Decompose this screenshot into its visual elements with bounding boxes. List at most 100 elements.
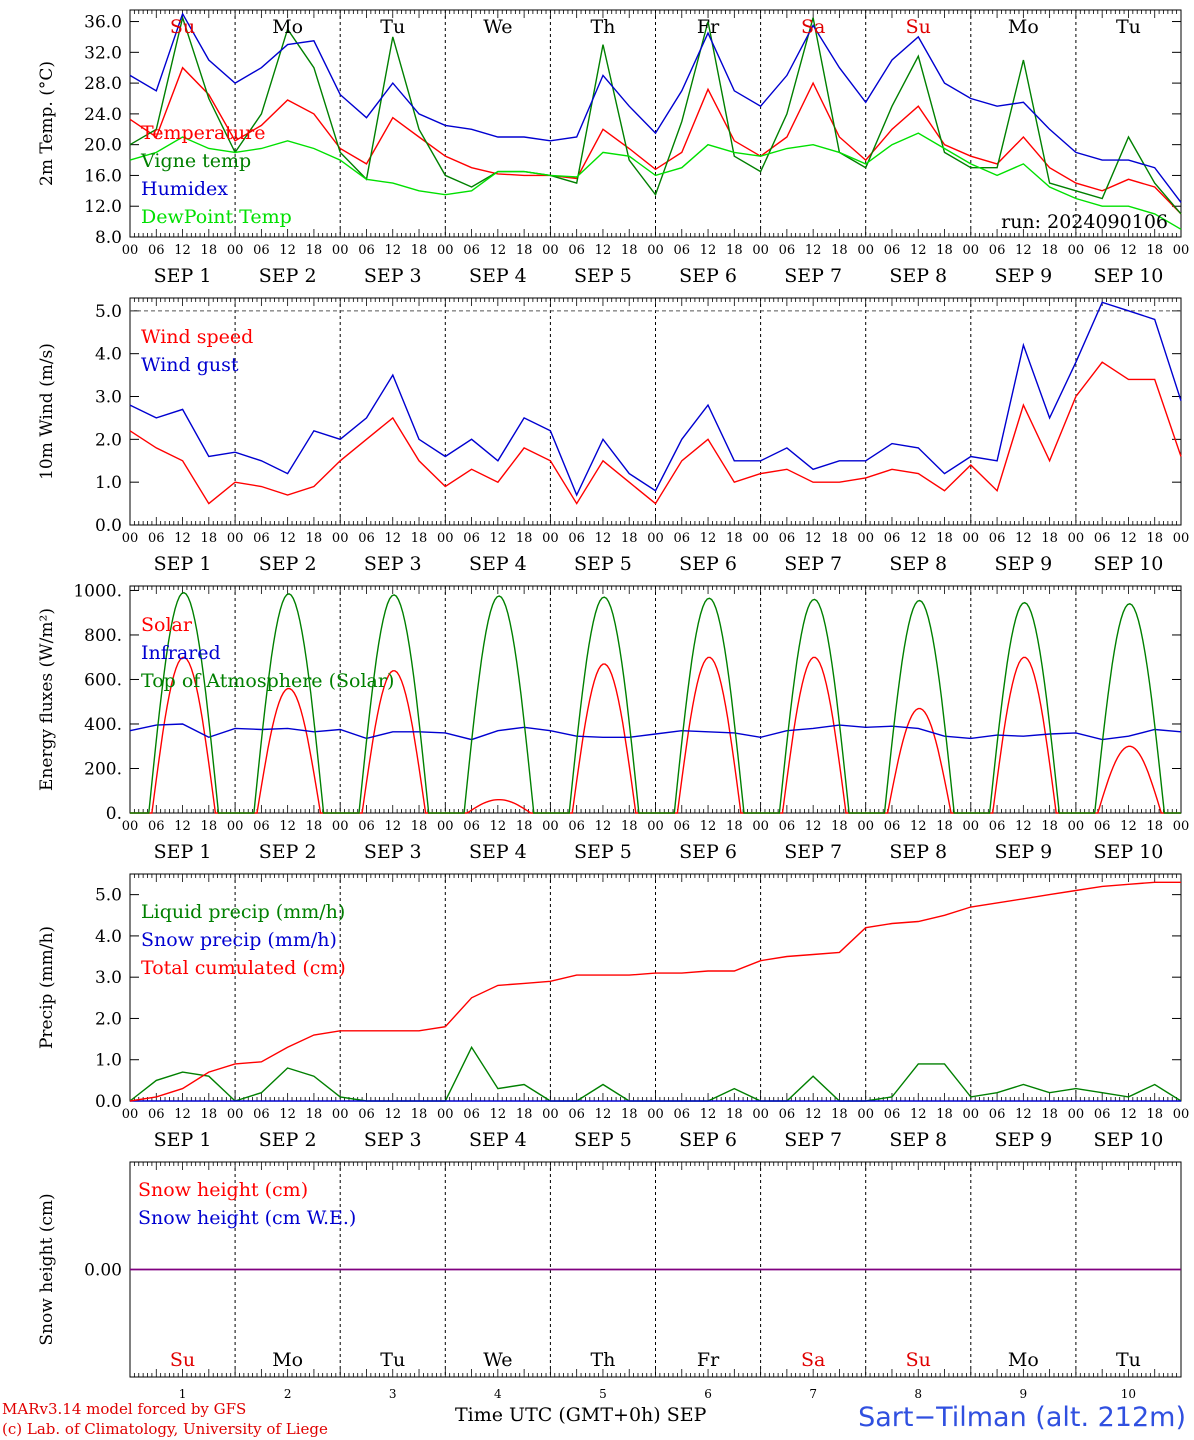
hour-tick-label: 12 [1015, 531, 1032, 546]
day-label: SEP 8 [889, 553, 947, 575]
hour-tick-label: 00 [647, 819, 664, 834]
hour-tick-label: 18 [621, 1107, 638, 1122]
hour-tick-label: 12 [1120, 243, 1137, 258]
day-number-label: 5 [599, 1387, 607, 1401]
credit-model: MARv3.14 model forced by GFS [2, 1400, 247, 1418]
day-label: SEP 8 [889, 265, 947, 287]
hour-tick-label: 18 [516, 819, 533, 834]
hour-tick-label: 12 [595, 1107, 612, 1122]
hour-tick-label: 18 [1041, 1107, 1058, 1122]
time-axis-label: Time UTC (GMT+0h) SEP [455, 1404, 707, 1426]
hour-tick-label: 00 [332, 531, 349, 546]
hour-tick-label: 06 [358, 243, 375, 258]
y-tick-label: 8.0 [95, 228, 122, 248]
hour-tick-label: 18 [621, 819, 638, 834]
day-label: SEP 8 [889, 841, 947, 863]
weekday-label-top: We [483, 16, 512, 38]
hour-tick-label: 12 [700, 1107, 717, 1122]
y-tick-label: 2.0 [95, 430, 122, 450]
hour-tick-label: 18 [411, 1107, 428, 1122]
legend-entry: Liquid precip (mm/h) [141, 901, 345, 923]
hour-tick-label: 00 [963, 1107, 980, 1122]
hour-tick-label: 18 [726, 1107, 743, 1122]
hour-tick-label: 12 [279, 243, 296, 258]
hour-tick-label: 06 [568, 1107, 585, 1122]
hour-tick-label: 06 [989, 1107, 1006, 1122]
hour-tick-label: 06 [989, 819, 1006, 834]
hour-tick-label: 06 [148, 819, 165, 834]
day-label: SEP 2 [259, 1129, 317, 1151]
hour-tick-label: 06 [779, 531, 796, 546]
day-label: SEP 4 [469, 553, 527, 575]
legend-entry: Top of Atmosphere (Solar) [141, 670, 394, 692]
hour-tick-label: 18 [516, 531, 533, 546]
hour-tick-label: 18 [726, 819, 743, 834]
hour-tick-label: 00 [752, 1107, 769, 1122]
hour-tick-label: 18 [936, 1107, 953, 1122]
hour-tick-label: 00 [857, 531, 874, 546]
weekday-label-bottom: Tu [380, 1349, 405, 1371]
y-axis-label: Snow height (cm) [37, 1193, 57, 1345]
hour-tick-label: 18 [1146, 819, 1163, 834]
hour-tick-label: 12 [174, 531, 191, 546]
hour-tick-label: 00 [542, 243, 559, 258]
hour-tick-label: 12 [1120, 1107, 1137, 1122]
hour-tick-label: 06 [884, 531, 901, 546]
day-label: SEP 6 [679, 553, 737, 575]
hour-tick-label: 00 [963, 531, 980, 546]
hour-tick-label: 00 [857, 243, 874, 258]
hour-tick-label: 06 [989, 531, 1006, 546]
hour-tick-label: 06 [1094, 531, 1111, 546]
hour-tick-label: 12 [384, 819, 401, 834]
weekday-label-top: Mo [272, 16, 303, 38]
day-label: SEP 10 [1094, 265, 1164, 287]
weekday-label-bottom: Th [590, 1349, 615, 1371]
hour-tick-label: 12 [805, 243, 822, 258]
day-number-label: 1 [179, 1387, 187, 1401]
hour-tick-label: 06 [253, 531, 270, 546]
series-line-dewpoint-temp [129, 132, 1182, 230]
day-number-label: 6 [704, 1387, 712, 1401]
hour-tick-label: 06 [884, 1107, 901, 1122]
y-tick-label: 2.0 [95, 1009, 122, 1029]
day-label: SEP 3 [364, 841, 422, 863]
y-tick-label: 4.0 [95, 927, 122, 947]
hour-tick-label: 00 [227, 1107, 244, 1122]
weekday-label-bottom: Sa [801, 1349, 825, 1371]
hour-tick-label: 18 [1041, 531, 1058, 546]
day-label: SEP 3 [364, 1129, 422, 1151]
weekday-label-top: Su [170, 16, 195, 38]
weekday-label-bottom: Su [906, 1349, 931, 1371]
hour-tick-label: 12 [700, 819, 717, 834]
hour-tick-label: 12 [1120, 819, 1137, 834]
hour-tick-label: 12 [700, 243, 717, 258]
hour-tick-label: 12 [490, 531, 507, 546]
series-line-total-cumulated-cm- [129, 881, 1181, 1102]
hour-tick-label: 12 [805, 819, 822, 834]
hour-tick-label: 18 [726, 243, 743, 258]
hour-tick-label: 00 [332, 243, 349, 258]
hour-tick-label: 06 [148, 531, 165, 546]
hour-tick-label: 18 [201, 243, 218, 258]
hour-tick-label: 18 [936, 531, 953, 546]
hour-tick-label: 18 [201, 819, 218, 834]
day-label: SEP 9 [994, 553, 1052, 575]
hour-tick-label: 12 [805, 531, 822, 546]
y-tick-label: 800. [84, 626, 122, 646]
series-line-top-of-atmosphere-solar- [130, 591, 1181, 814]
day-label: SEP 2 [259, 841, 317, 863]
hour-tick-label: 12 [174, 819, 191, 834]
weekday-label-bottom: Mo [272, 1349, 303, 1371]
weekday-label-bottom: Fr [697, 1349, 720, 1371]
y-tick-label: 3.0 [95, 968, 122, 988]
hour-tick-label: 18 [621, 243, 638, 258]
hour-tick-label: 12 [384, 1107, 401, 1122]
hour-tick-label: 06 [253, 243, 270, 258]
hour-tick-label: 18 [306, 531, 323, 546]
day-label: SEP 1 [154, 1129, 212, 1151]
hour-tick-label: 00 [647, 243, 664, 258]
hour-tick-label: 18 [516, 243, 533, 258]
hour-tick-label: 12 [1015, 243, 1032, 258]
y-tick-label: 36.0 [84, 13, 122, 33]
y-tick-label: 12.0 [84, 197, 122, 217]
